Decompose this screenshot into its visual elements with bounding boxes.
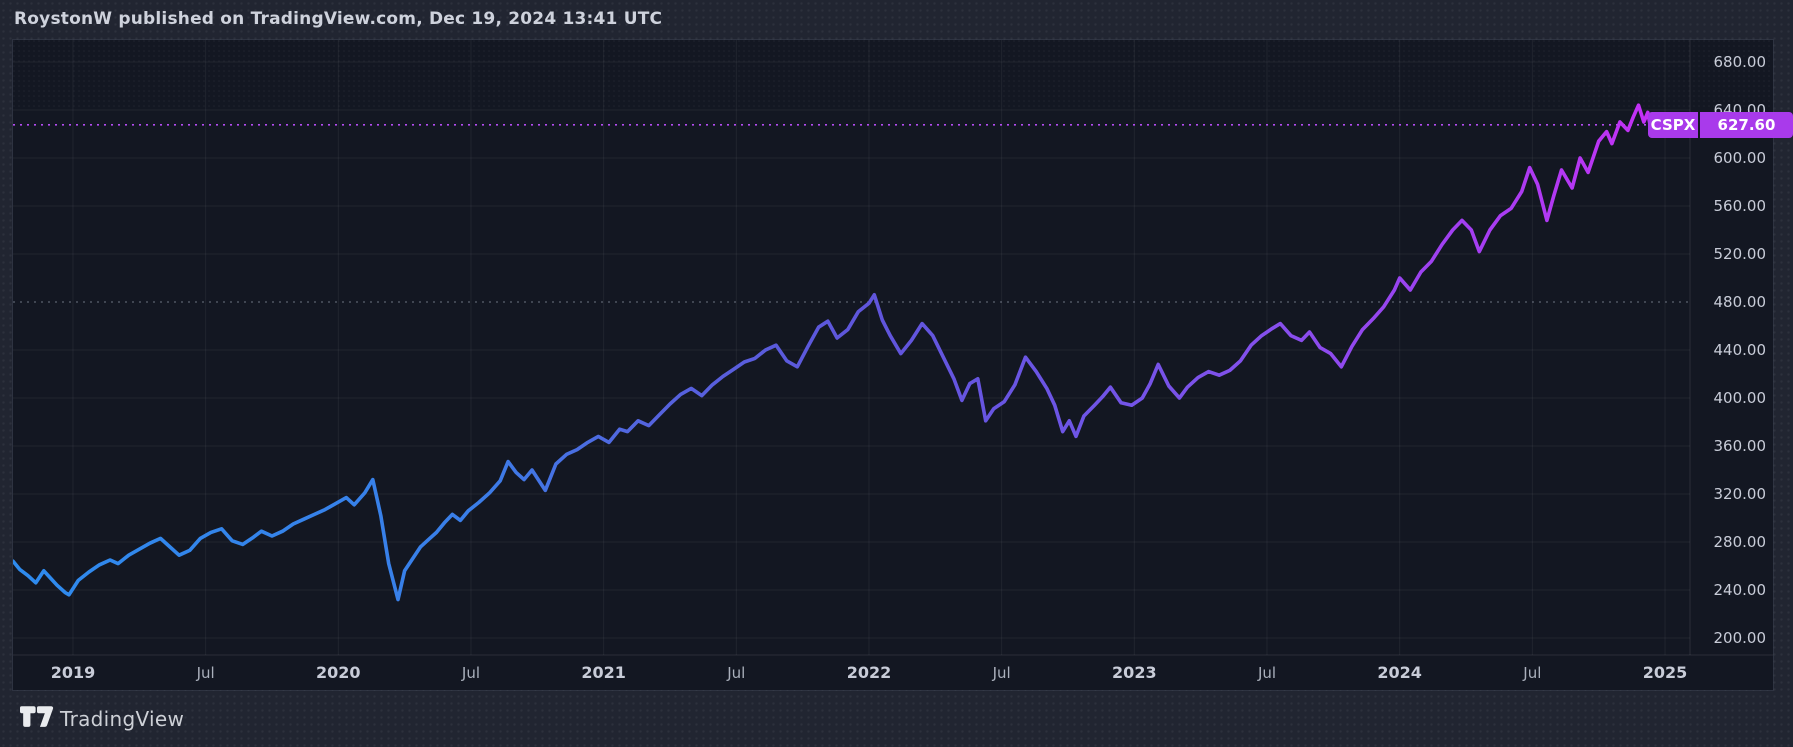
- time-tick-label[interactable]: 2019: [51, 663, 96, 682]
- chart-panel[interactable]: 680.00 640.00 600.00 560.00 520.00 480.00 440.…: [13, 40, 1773, 690]
- price-chart-canvas[interactable]: 680.00640.00600.00560.00520.00480.00440.…: [13, 40, 1773, 690]
- price-tick-label[interactable]: 680.00: [1714, 53, 1767, 71]
- last-price-value: 627.60: [1717, 116, 1776, 134]
- time-tick-label[interactable]: 2023: [1112, 663, 1157, 682]
- ticker-label: CSPX: [1650, 116, 1696, 134]
- time-tick-label[interactable]: 2025: [1643, 663, 1688, 682]
- time-tick-label[interactable]: 2020: [316, 663, 361, 682]
- time-tick-label[interactable]: 2022: [847, 663, 892, 682]
- time-tick-label[interactable]: Jul: [992, 664, 1011, 682]
- price-tick-label[interactable]: 240.00: [1714, 581, 1767, 599]
- tradingview-brand-text[interactable]: TradingView: [60, 707, 185, 731]
- time-tick-label[interactable]: Jul: [1522, 664, 1541, 682]
- time-tick-label[interactable]: Jul: [1257, 664, 1276, 682]
- last-price-badge: CSPX 627.60: [1648, 112, 1793, 138]
- badge-divider: [1698, 112, 1700, 138]
- price-tick-label[interactable]: 280.00: [1714, 533, 1767, 551]
- time-tick-label[interactable]: Jul: [461, 664, 480, 682]
- price-tick-label[interactable]: 360.00: [1714, 437, 1767, 455]
- time-tick-label[interactable]: 2021: [581, 663, 626, 682]
- tradingview-logo-icon[interactable]: [20, 706, 54, 728]
- time-tick-label[interactable]: 2024: [1377, 663, 1422, 682]
- upper-dot-texture: [13, 40, 1773, 110]
- time-tick-label[interactable]: Jul: [196, 664, 215, 682]
- header-byline: RoystonW published on TradingView.com, D…: [14, 9, 663, 29]
- price-tick-label[interactable]: 520.00: [1714, 245, 1767, 263]
- price-tick-label[interactable]: 600.00: [1714, 149, 1767, 167]
- price-tick-label[interactable]: 200.00: [1714, 629, 1767, 647]
- price-tick-label[interactable]: 320.00: [1714, 485, 1767, 503]
- time-tick-label[interactable]: Jul: [726, 664, 745, 682]
- price-tick-label[interactable]: 560.00: [1714, 197, 1767, 215]
- price-tick-label[interactable]: 440.00: [1714, 341, 1767, 359]
- price-tick-label[interactable]: 480.00: [1714, 293, 1767, 311]
- price-tick-label[interactable]: 400.00: [1714, 389, 1767, 407]
- price-line-series[interactable]: [13, 103, 1658, 602]
